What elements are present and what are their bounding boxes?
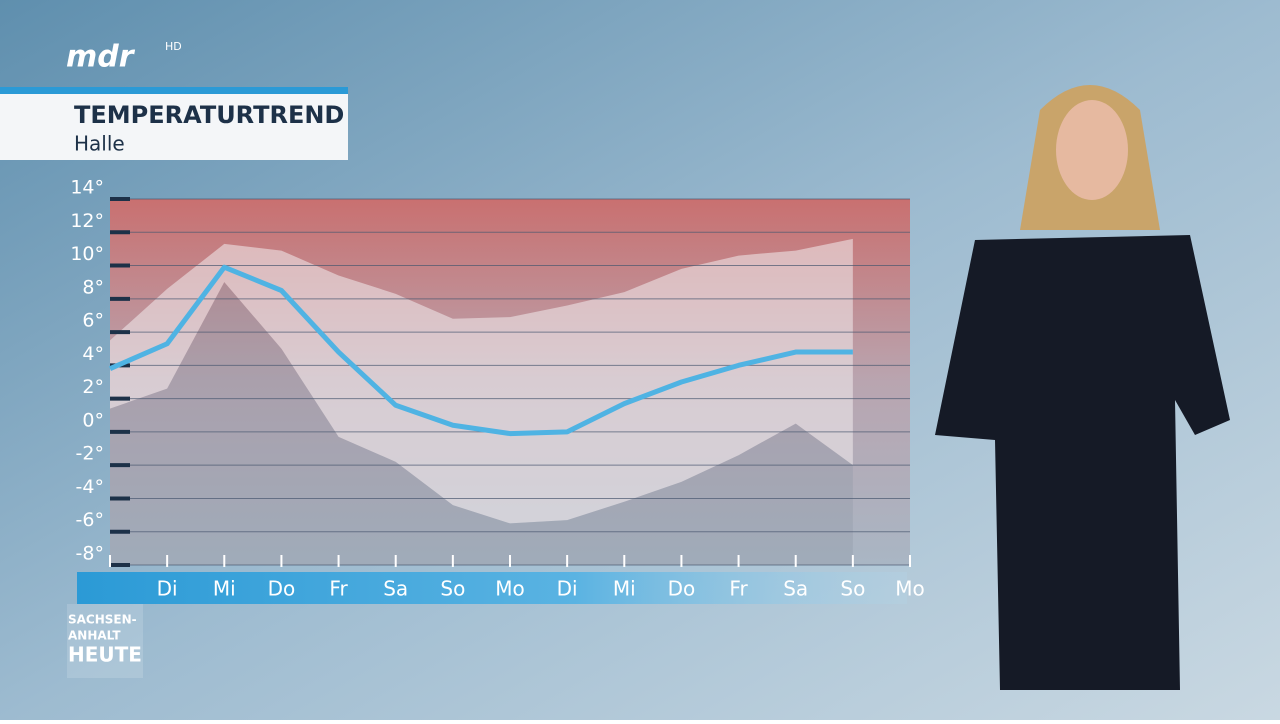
y-tick-label: 6° xyxy=(82,310,104,332)
header-title: TEMPERATURTREND xyxy=(74,101,344,129)
x-tick-label: Sa xyxy=(783,577,808,601)
y-tick-label: -6° xyxy=(76,509,104,531)
y-tick-label: -2° xyxy=(76,443,104,465)
program-box xyxy=(67,604,143,678)
program-line: ANHALT xyxy=(68,629,121,643)
x-tick-label: Mi xyxy=(613,577,636,601)
header-accent xyxy=(0,87,348,94)
header-box xyxy=(0,94,348,160)
program-logo: SACHSEN- ANHALT HEUTE xyxy=(67,604,143,678)
x-tick-label: So xyxy=(840,577,865,601)
y-tick-label: 2° xyxy=(82,376,104,398)
x-tick-label: Di xyxy=(157,577,178,601)
x-tick-label: Mo xyxy=(495,577,525,601)
temperature-line xyxy=(108,264,853,437)
presenter-face xyxy=(1056,100,1128,200)
x-tick-label: Fr xyxy=(729,577,748,601)
channel-logo: mdr HD xyxy=(66,40,182,75)
y-tick-label: -4° xyxy=(76,476,104,498)
x-axis-bar xyxy=(77,572,907,604)
program-line: SACHSEN- xyxy=(68,613,137,627)
x-tick-label: Mi xyxy=(213,577,236,601)
y-tick-label: 12° xyxy=(70,210,104,232)
y-tick-label: 4° xyxy=(82,343,104,365)
x-tick-label: Do xyxy=(668,577,696,601)
x-tick-label: Do xyxy=(268,577,296,601)
y-tick-label: 10° xyxy=(70,243,104,265)
y-tick-label: 8° xyxy=(82,276,104,298)
x-tick-label: Di xyxy=(557,577,578,601)
x-tick-label: Mo xyxy=(895,577,925,601)
presenter xyxy=(935,85,1230,690)
x-tick-label: Sa xyxy=(383,577,408,601)
logo-text: mdr xyxy=(66,40,136,75)
y-tick-label: -8° xyxy=(76,543,104,565)
program-line: HEUTE xyxy=(68,643,142,667)
y-tick-label: 14° xyxy=(70,177,104,199)
range-band xyxy=(110,238,853,524)
presenter-dress xyxy=(935,235,1230,690)
lower-area xyxy=(110,282,853,565)
y-tick-label: 0° xyxy=(82,409,104,431)
x-tick-label: Fr xyxy=(329,577,348,601)
x-tick-label: So xyxy=(440,577,465,601)
logo-suffix: HD xyxy=(165,40,182,53)
chart: -8° -6° -4° -2° 0° 2° 4° 6° 8° 10° 12° 14° Di Mi Do Fr S… xyxy=(70,177,925,604)
header-subtitle: Halle xyxy=(74,132,125,156)
